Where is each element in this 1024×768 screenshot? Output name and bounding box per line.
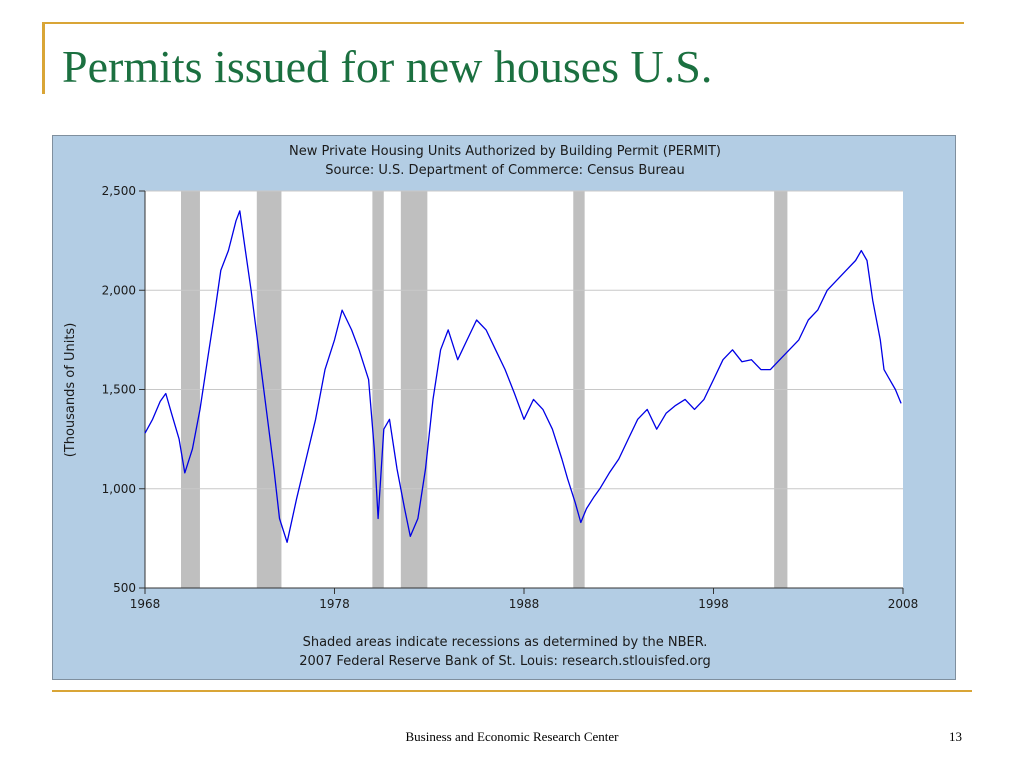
page-number: 13 [949,729,962,744]
x-tick-label-1978: 1978 [319,597,350,611]
y-tick-label-500: 500 [113,581,136,595]
title-accent-rule [42,22,964,24]
y-tick-label-2000: 2,000 [102,283,136,297]
x-tick-label-1988: 1988 [509,597,540,611]
series-line-0 [144,210,902,543]
axes: 500 1,000 1,500 2,000 2,500 1968 1978 1988 1998 2… [102,184,919,611]
x-tick-label-2008: 2008 [888,597,919,611]
chart-title: New Private Housing Units Authorized by … [289,144,721,159]
y-tick-label-1000: 1,000 [102,482,136,496]
y-tick-label-1500: 1,500 [102,383,136,397]
footer-text: Business and Economic Research Center [405,729,619,744]
footer-rule [52,690,972,692]
x-tick-label-1968: 1968 [130,597,161,611]
x-tick-label-1998: 1998 [698,597,729,611]
y-tick-label-2500: 2,500 [102,184,136,198]
chart-panel: New Private Housing Units Authorized by … [52,135,956,680]
permit-line-chart: New Private Housing Units Authorized by … [63,144,919,669]
chart-note-recessions: Shaded areas indicate recessions as dete… [303,635,708,650]
y-axis-label: (Thousands of Units) [63,323,78,458]
title-accent-bar [42,22,45,94]
series-group [144,210,902,543]
slide-title: Permits issued for new houses U.S. [62,41,713,92]
chart-note-source: 2007 Federal Reserve Bank of St. Louis: … [299,654,711,669]
chart-subtitle: Source: U.S. Department of Commerce: Cen… [325,163,685,178]
